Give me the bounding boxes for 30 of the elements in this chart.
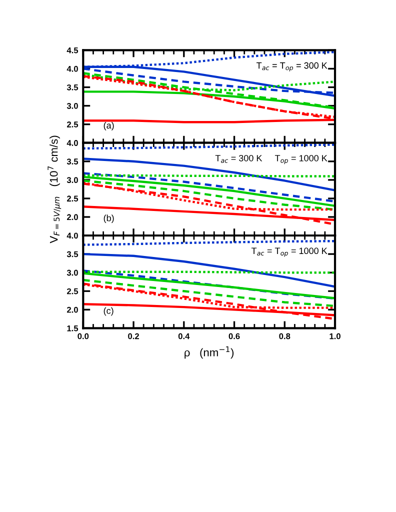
annotation: T$_{ac}$ = T$_{op}$ = 300 K (256, 62, 328, 72)
x-tick-label: 0.8 (279, 333, 290, 340)
y-tick-label: 3.5 (66, 158, 78, 164)
y-tick-label: 2.5 (67, 288, 78, 294)
x-tick-label: 1.0 (330, 333, 340, 340)
annotation: T$_{ac}$ = T$_{op}$ = 1000 K (251, 248, 328, 257)
y-tick-label: 3.5 (66, 251, 78, 258)
x-tick-label: 0.2 (128, 333, 139, 340)
y-tick-label: 3.0 (66, 177, 78, 184)
y-tick-label: 2.0 (67, 306, 78, 313)
y-tick-label: 3.0 (66, 270, 78, 276)
y-tick-label: 2.5 (67, 122, 78, 128)
annotation: T$_{ac}$ = 300 K T$_{op}$ = 1000 K (215, 154, 328, 164)
y-tick-label: 4.0 (66, 66, 78, 72)
y-tick-label: 4.0 (66, 140, 78, 146)
y-tick-label: 2.5 (67, 196, 78, 202)
y-tick-label: 3.0 (66, 102, 78, 109)
y-tick-label: 4.0 (66, 232, 78, 239)
y-tick-label: 4.5 (66, 47, 78, 54)
x-tick-label: 0.0 (78, 333, 89, 340)
text: V$_{F=5V/μm}$ (10$^{7}$ cm/s) (48, 136, 62, 244)
y-tick-label: 1.5 (67, 325, 78, 332)
annotation: (a) (104, 122, 114, 130)
x-tick-label: 0.6 (228, 333, 240, 340)
annotation: (b) (104, 214, 114, 224)
y-tick-label: 2.0 (67, 214, 78, 220)
annotation: (c) (104, 307, 114, 316)
y-tick-label: 3.5 (66, 84, 78, 90)
x-tick-label: 0.4 (178, 333, 190, 340)
x-axis-title: ρ (nm$^{−1}$) (184, 346, 234, 359)
